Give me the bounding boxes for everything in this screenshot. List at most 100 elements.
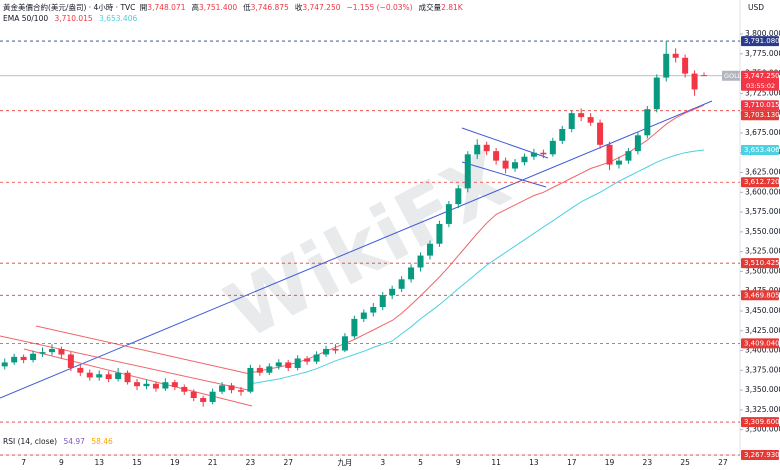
candle-body: [294, 358, 301, 368]
indicator-value: 3,710.015: [54, 14, 93, 23]
header-line: 黃金美價合約(美元/盎司) · 4小時 · TVC 開3,748.071 高3,7…: [3, 2, 467, 13]
candle-body: [634, 135, 641, 152]
ohlc-value: 3,748.071: [147, 3, 186, 12]
ohlc-key: 低: [243, 3, 251, 12]
y-tick-label: 3,400.000: [745, 346, 780, 355]
x-tick-label: 9: [59, 458, 64, 467]
rsi-line: RSI (14, close) 54.97 58.46: [3, 437, 113, 446]
level-label-box: [741, 177, 779, 188]
ohlc-key: 高: [191, 3, 199, 12]
candle-body: [30, 353, 37, 361]
candle-body: [474, 144, 481, 155]
candle-body: [559, 128, 566, 141]
candle-body: [86, 372, 93, 378]
candle-body: [256, 367, 263, 373]
candle-body: [200, 398, 207, 402]
level-label: 3,612.720: [744, 178, 780, 186]
candle-body: [615, 160, 622, 165]
x-tick-label: 19: [605, 458, 615, 467]
candle-body: [597, 122, 604, 145]
candle-body: [691, 73, 698, 90]
ohlc-value: 3,751.400: [198, 3, 238, 12]
symbol-label: GOLD: [724, 72, 743, 80]
x-tick-label: 9: [456, 458, 461, 467]
candle-body: [351, 318, 358, 337]
candle-body: [389, 288, 396, 296]
rsi-value: 58.46: [91, 437, 113, 446]
level-labels: 3,791.080 3,710.015 3,703.130 3,653.406 3,61…: [722, 36, 780, 461]
y-tick-label: 3,800.000: [745, 29, 780, 38]
candle-body: [502, 160, 509, 169]
y-tick-label: 3,600.000: [745, 187, 780, 196]
candle-body: [58, 348, 65, 355]
candle-body: [39, 352, 46, 354]
candle-body: [426, 243, 433, 256]
level-label-box: [741, 417, 779, 428]
candle-body: [304, 358, 311, 362]
candle-body: [313, 354, 320, 362]
x-tick-label: 21: [208, 458, 218, 467]
candle-body: [341, 336, 348, 351]
x-tick-label: 九月: [337, 458, 352, 467]
candle-body: [464, 154, 471, 189]
candle-body: [115, 372, 122, 380]
candle-body: [587, 117, 594, 123]
x-tick-label: 19: [170, 458, 180, 467]
level-label-box: [741, 100, 779, 111]
x-tick-label: 23: [643, 458, 653, 467]
candle-body: [275, 362, 282, 367]
candle-body: [417, 255, 424, 268]
x-tick-label: 27: [283, 458, 293, 467]
level-label: 3,510.425: [744, 259, 780, 267]
candle-body: [228, 385, 235, 391]
level-label: 3,469.805: [744, 291, 780, 299]
symbol: 黃金美價合約(美元/盎司) · 4小時 · TVC: [3, 3, 136, 12]
y-tick-label: 3,725.000: [745, 88, 780, 97]
candle-body: [521, 156, 528, 163]
last-price-label: 3,747.250: [744, 72, 780, 80]
ohlc-header: 開3,748.071 高3,751.400 低3,746.875 收3,747.250…: [138, 3, 467, 12]
x-tick-label: 11: [491, 458, 501, 467]
candle-body: [152, 383, 159, 389]
level-label: 3,409.040: [744, 339, 780, 347]
x-tick-label: 7: [21, 458, 26, 467]
candle-body: [105, 374, 112, 380]
y-tick-label: 3,575.000: [745, 207, 780, 216]
x-tick-label: 13: [94, 458, 104, 467]
candle-body: [162, 382, 169, 389]
ohlc-value: 2.81K: [441, 3, 463, 12]
ohlc-value: 3,747.250: [302, 3, 341, 12]
countdown: 03:55:02: [746, 82, 775, 90]
candle-body: [493, 151, 500, 161]
currency: USD: [748, 3, 764, 12]
y-tick-label: 3,500.000: [745, 266, 780, 275]
level-label: 3,653.406: [744, 146, 780, 154]
candle-body: [379, 295, 386, 308]
candle-body: [11, 356, 18, 363]
candle-body: [530, 152, 537, 157]
level-label: 3,309.600: [744, 418, 780, 426]
rsi-name: RSI (14, close): [3, 437, 58, 446]
plot-area: [1, 41, 708, 407]
x-tick-label: 17: [567, 458, 577, 467]
ohlc-key: 收: [294, 3, 303, 12]
indicator-name: EMA 50/100: [3, 14, 49, 23]
candle-body: [124, 372, 131, 383]
y-tick-label: 3,350.000: [745, 385, 780, 394]
ohlc-value: 3,746.875: [250, 3, 289, 12]
level-label-box: [741, 338, 779, 349]
candle-body: [663, 53, 670, 78]
y-tick-label: 3,425.000: [745, 326, 780, 335]
level-label: 3,703.130: [744, 111, 780, 119]
y-tick-label: 3,525.000: [745, 247, 780, 256]
candle-body: [67, 354, 74, 368]
y-tick-label: 3,375.000: [745, 365, 780, 374]
candle-body: [219, 385, 226, 392]
trend-line: [0, 100, 713, 399]
candle-body: [332, 348, 339, 351]
candle-body: [20, 356, 27, 361]
candle-body: [672, 53, 679, 58]
candle-body: [445, 204, 452, 224]
